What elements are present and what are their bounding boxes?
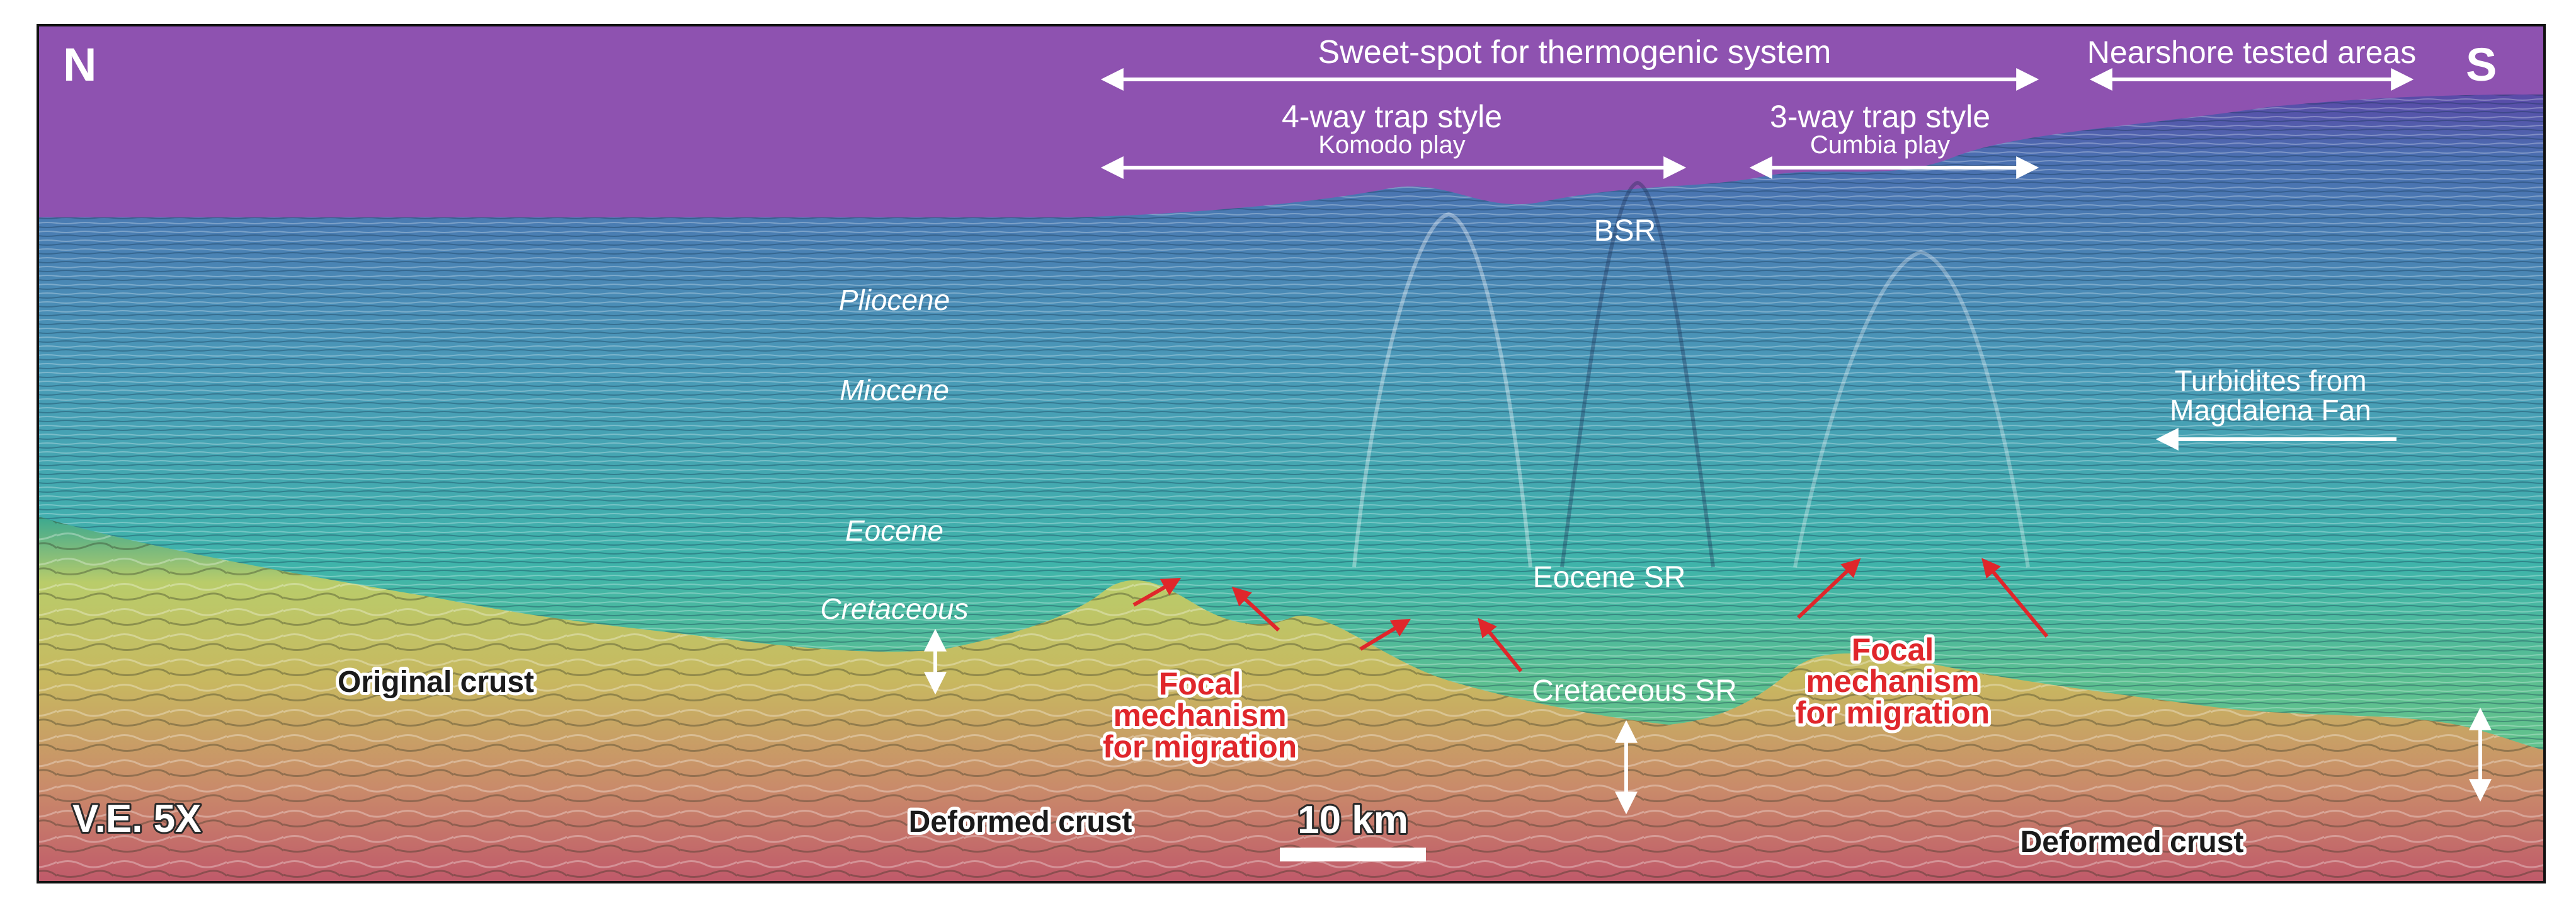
nearshore-label: Nearshore tested areas <box>2087 35 2417 70</box>
eocene-sr-label: Eocene SR <box>1533 561 1686 594</box>
three-way-sub: Cumbia play <box>1810 131 1950 159</box>
migration-arrow-1 <box>1132 578 1182 607</box>
migration-arrow-3 <box>1359 618 1411 651</box>
sweet-spot-label: Sweet-spot for thermogenic system <box>1318 34 1832 71</box>
north-label: N <box>63 38 96 91</box>
turbidites-line1: Turbidites from <box>2174 364 2366 397</box>
focal-right-line1: Focal <box>1852 632 1934 667</box>
four-way-sub: Komodo play <box>1318 131 1465 159</box>
anticline-bsr <box>1560 180 1715 568</box>
deformed-crust-left-label: Deformed crust <box>909 805 1132 839</box>
focal-right-line3: for migration <box>1796 695 1990 730</box>
crust-texture <box>39 517 2543 881</box>
focal-right-line2: mechanism <box>1806 664 1979 699</box>
bsr-label: BSR <box>1594 214 1656 248</box>
miocene-label: Miocene <box>840 374 949 406</box>
four-way-title: 4-way trap style <box>1282 99 1502 134</box>
deformed-crust-right-label: Deformed crust <box>2020 826 2244 859</box>
eocene-label: Eocene <box>845 514 943 547</box>
migration-arrow-4 <box>1478 618 1523 672</box>
south-label: S <box>2466 38 2497 91</box>
original-crust-label: Original crust <box>338 665 534 699</box>
scale-bar-label: 10 km <box>1297 798 1408 842</box>
turbidites-line2: Magdalena Fan <box>2170 394 2371 427</box>
scale-bar <box>1280 848 1426 861</box>
cretaceous-sr-label: Cretaceous SR <box>1532 674 1736 708</box>
pliocene-label: Pliocene <box>839 284 950 316</box>
anticline-cumbia <box>1793 250 2030 568</box>
focal-left-line3: for migration <box>1103 729 1297 764</box>
migration-arrow-6 <box>1981 558 2049 638</box>
migration-arrow-5 <box>1796 558 1861 619</box>
anticline-komodo <box>1352 212 1532 568</box>
migration-arrow-2 <box>1231 586 1280 632</box>
three-way-title: 3-way trap style <box>1770 99 1990 134</box>
cretaceous-label: Cretaceous <box>820 592 968 625</box>
vertical-exaggeration-label: V.E. 5X <box>72 797 202 841</box>
focal-left-line2: mechanism <box>1113 698 1286 733</box>
focal-left-line1: Focal <box>1159 666 1241 701</box>
